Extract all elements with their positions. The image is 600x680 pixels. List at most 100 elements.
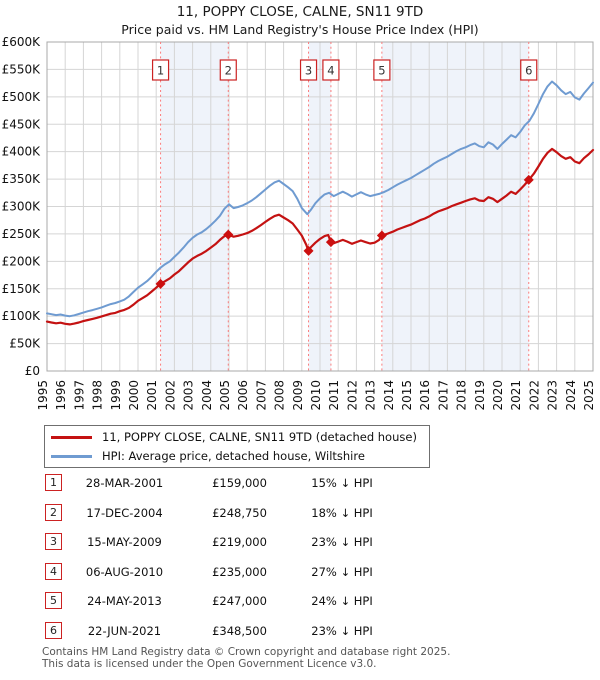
transaction-row: 1 28-MAR-2001 £159,000 15% ↓ HPI <box>45 474 600 504</box>
sale-date: 24-MAY-2013 <box>87 594 162 609</box>
transaction-row: 6 22-JUN-2021 £348,500 23% ↓ HPI <box>45 621 600 652</box>
sale-date: 17-DEC-2004 <box>86 505 163 520</box>
license-footer: Contains HM Land Registry data © Crown c… <box>42 646 598 670</box>
y-axis-tick-label: £300K <box>2 200 42 214</box>
price-line-swatch <box>51 435 92 439</box>
sale-number-badge: 4 <box>45 562 62 580</box>
sale-date: 06-AUG-2010 <box>85 564 164 579</box>
x-axis-tick-label: 2018 <box>455 380 469 411</box>
sale-number-badge: 1 <box>45 474 62 491</box>
sale-marker-diamond <box>223 229 234 240</box>
y-axis-tick-label: £250K <box>2 227 42 241</box>
x-axis-tick-label: 1996 <box>54 380 68 411</box>
sale-date: 22-JUN-2021 <box>87 623 162 638</box>
x-axis-tick-label: 2007 <box>254 380 268 411</box>
sale-number-badge-label: 4 <box>327 64 334 78</box>
sale-number-badge-chart <box>219 59 237 81</box>
legend-item-hpi: HPI: Average price, detached house, Wilt… <box>45 449 429 464</box>
x-axis-tick-label: 1995 <box>36 380 50 411</box>
page-title: 11, POPPY CLOSE, CALNE, SN11 9TD <box>176 4 424 20</box>
sale-price: £159,000 <box>212 476 267 490</box>
x-axis-tick-label: 2021 <box>509 380 523 411</box>
sale-marker-diamond <box>325 237 336 248</box>
y-axis-tick-label: £500K <box>2 90 42 104</box>
sale-number-badge: 6 <box>45 621 62 639</box>
x-axis-tick-label: 2003 <box>182 380 196 411</box>
price-paid-line <box>45 147 595 326</box>
transaction-row: 2 17-DEC-2004 £248,750 18% ↓ HPI <box>45 503 600 534</box>
transaction-row: 4 06-AUG-2010 £235,000 27% ↓ HPI <box>45 562 600 593</box>
sale-number-badge-chart <box>520 59 538 81</box>
y-axis-tick-label: £50K <box>9 337 41 351</box>
sale-number-badge-chart <box>373 59 391 81</box>
x-axis-tick-label: 2000 <box>127 380 141 411</box>
x-axis-tick-label: 2001 <box>145 380 159 411</box>
sale-hpi-diff: 27% ↓ HPI <box>311 564 373 579</box>
sale-number-badge-label: 6 <box>525 64 532 78</box>
sale-number-badge: 2 <box>45 503 62 521</box>
sale-hpi-diff: 24% ↓ HPI <box>311 594 373 609</box>
x-axis-tick-label: 2023 <box>546 380 560 411</box>
legend-item-property: 11, POPPY CLOSE, CALNE, SN11 9TD (detach… <box>45 430 429 445</box>
x-axis-tick-label: 2019 <box>473 380 487 411</box>
sale-number-badge: 3 <box>45 533 62 551</box>
hpi-line <box>46 80 594 318</box>
x-axis-tick-label: 2020 <box>491 380 505 411</box>
legend-label: HPI: Average price, detached house, Wilt… <box>102 449 365 463</box>
legend-label: 11, POPPY CLOSE, CALNE, SN11 9TD (detach… <box>102 430 417 444</box>
footer-line1: Contains HM Land Registry data © Crown c… <box>42 646 451 658</box>
price-chart: £0 £50K £100K £150K £200K £250K £300K £350K £400… <box>2 35 596 411</box>
x-axis-tick-label: 2022 <box>527 380 541 411</box>
x-axis-tick-label: 1998 <box>91 380 105 411</box>
chart-legend: 11, POPPY CLOSE, CALNE, SN11 9TD (detach… <box>44 425 430 468</box>
sale-marker-diamond <box>376 230 387 241</box>
sale-marker-diamond <box>523 174 534 185</box>
y-axis-tick-label: £0 <box>25 364 40 378</box>
y-axis-tick-label: £150K <box>2 282 42 296</box>
sale-price: £219,000 <box>212 535 267 550</box>
y-axis-tick-label: £400K <box>2 145 42 159</box>
sale-number-badge-chart <box>299 59 318 81</box>
plot-border <box>46 41 594 372</box>
sale-hpi-diff: 15% ↓ HPI <box>311 476 373 490</box>
sale-price: £247,000 <box>212 594 267 609</box>
transaction-row: 3 15-MAY-2009 £219,000 23% ↓ HPI <box>45 533 600 563</box>
x-axis-tick-label: 2015 <box>400 380 414 411</box>
sale-number-badge-chart <box>322 59 340 81</box>
x-axis-tick-label: 2008 <box>273 380 287 411</box>
sale-hpi-diff: 18% ↓ HPI <box>311 505 373 520</box>
x-axis-tick-label: 2005 <box>218 380 232 411</box>
y-axis-tick-label: £100K <box>2 309 42 323</box>
sale-hpi-diff: 23% ↓ HPI <box>311 535 373 550</box>
x-axis-tick-label: 2009 <box>291 380 305 411</box>
chart-subtitle: Price paid vs. HM Land Registry's House … <box>121 22 479 37</box>
transaction-row: 5 24-MAY-2013 £247,000 24% ↓ HPI <box>45 592 600 622</box>
x-axis-tick-label: 2017 <box>436 380 450 411</box>
x-axis-tick-label: 2002 <box>163 380 177 411</box>
sale-date: 15-MAY-2009 <box>87 535 162 550</box>
x-axis-tick-label: 2010 <box>309 380 323 411</box>
x-axis-tick-label: 2013 <box>364 380 378 411</box>
sale-hpi-diff: 23% ↓ HPI <box>311 623 373 638</box>
x-axis-tick-label: 1999 <box>109 380 123 411</box>
x-axis-tick-label: 2012 <box>345 380 359 411</box>
sale-number-badge-label: 2 <box>225 64 232 78</box>
y-axis-tick-label: £450K <box>2 117 42 131</box>
sale-price: £348,500 <box>212 623 267 638</box>
sale-marker-diamond <box>155 278 166 289</box>
sale-price: £248,750 <box>212 505 267 520</box>
sale-number-badge-label: 1 <box>157 64 164 78</box>
y-axis-tick-label: £600K <box>2 35 42 49</box>
x-axis-tick-label: 2014 <box>382 380 396 411</box>
y-axis-tick-label: £550K <box>2 62 42 76</box>
sale-number-badge-label: 3 <box>305 64 312 78</box>
x-axis-tick-label: 2004 <box>200 380 214 411</box>
sale-number-badge-chart <box>151 59 170 81</box>
x-axis-tick-label: 1997 <box>72 380 86 411</box>
sale-marker-diamond <box>303 245 314 256</box>
x-axis-tick-label: 2025 <box>582 380 596 411</box>
sale-number-badge: 5 <box>45 592 62 610</box>
y-axis-tick-label: £200K <box>2 254 42 268</box>
sale-price: £235,000 <box>212 564 267 579</box>
